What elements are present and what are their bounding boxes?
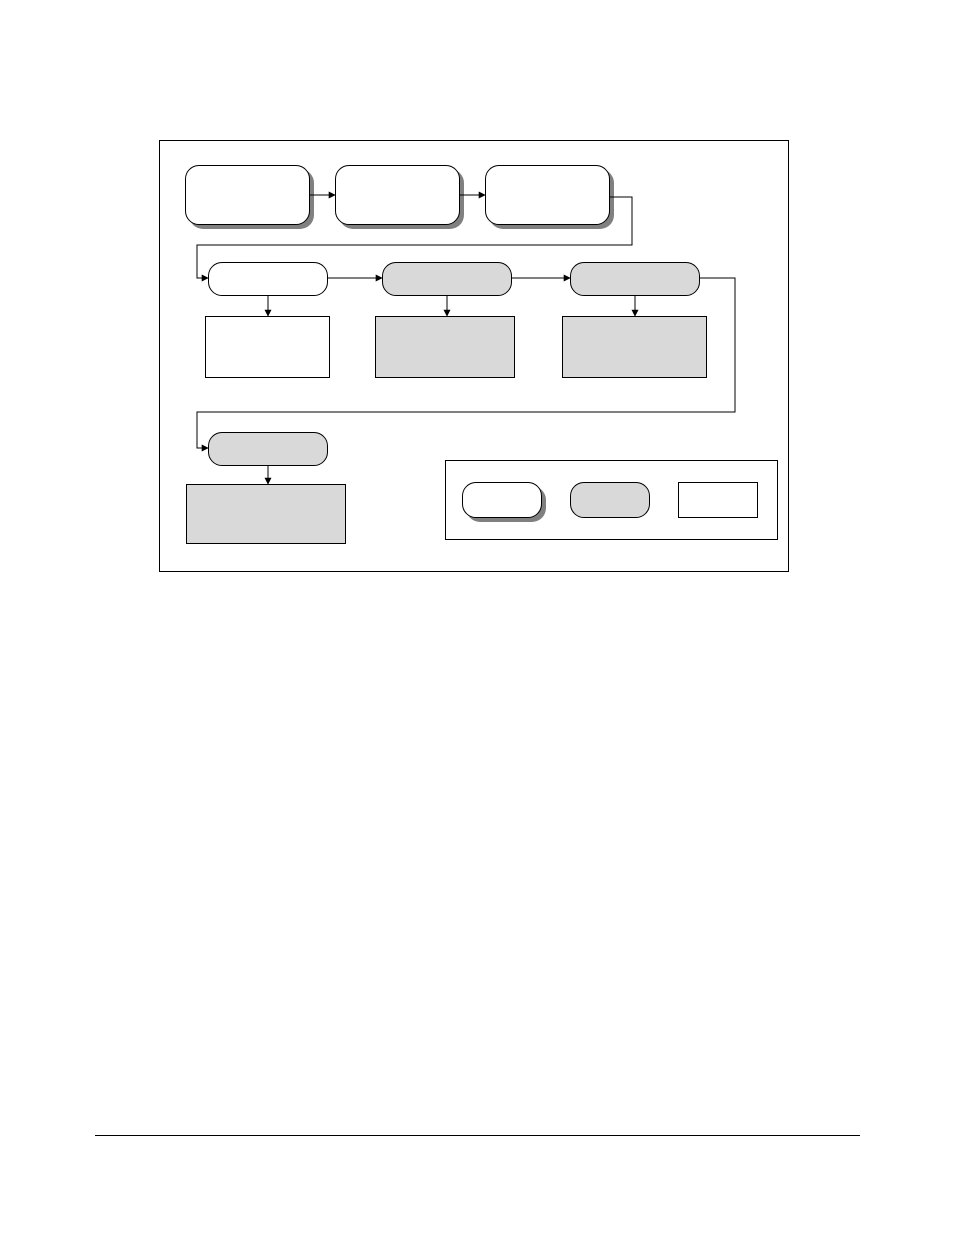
node-b2a xyxy=(205,316,330,378)
legend-item-1 xyxy=(462,482,542,518)
node-r2b xyxy=(382,262,512,296)
node-r3a xyxy=(208,432,328,466)
node-r2c xyxy=(570,262,700,296)
footer-rule xyxy=(95,1135,860,1136)
node-r1b xyxy=(335,165,460,225)
node-r1a xyxy=(185,165,310,225)
node-b2c xyxy=(562,316,707,378)
node-r1c xyxy=(485,165,610,225)
legend-item-2 xyxy=(570,482,650,518)
legend-item-3 xyxy=(678,482,758,518)
node-r2a xyxy=(208,262,328,296)
node-b2b xyxy=(375,316,515,378)
node-b3a xyxy=(186,484,346,544)
